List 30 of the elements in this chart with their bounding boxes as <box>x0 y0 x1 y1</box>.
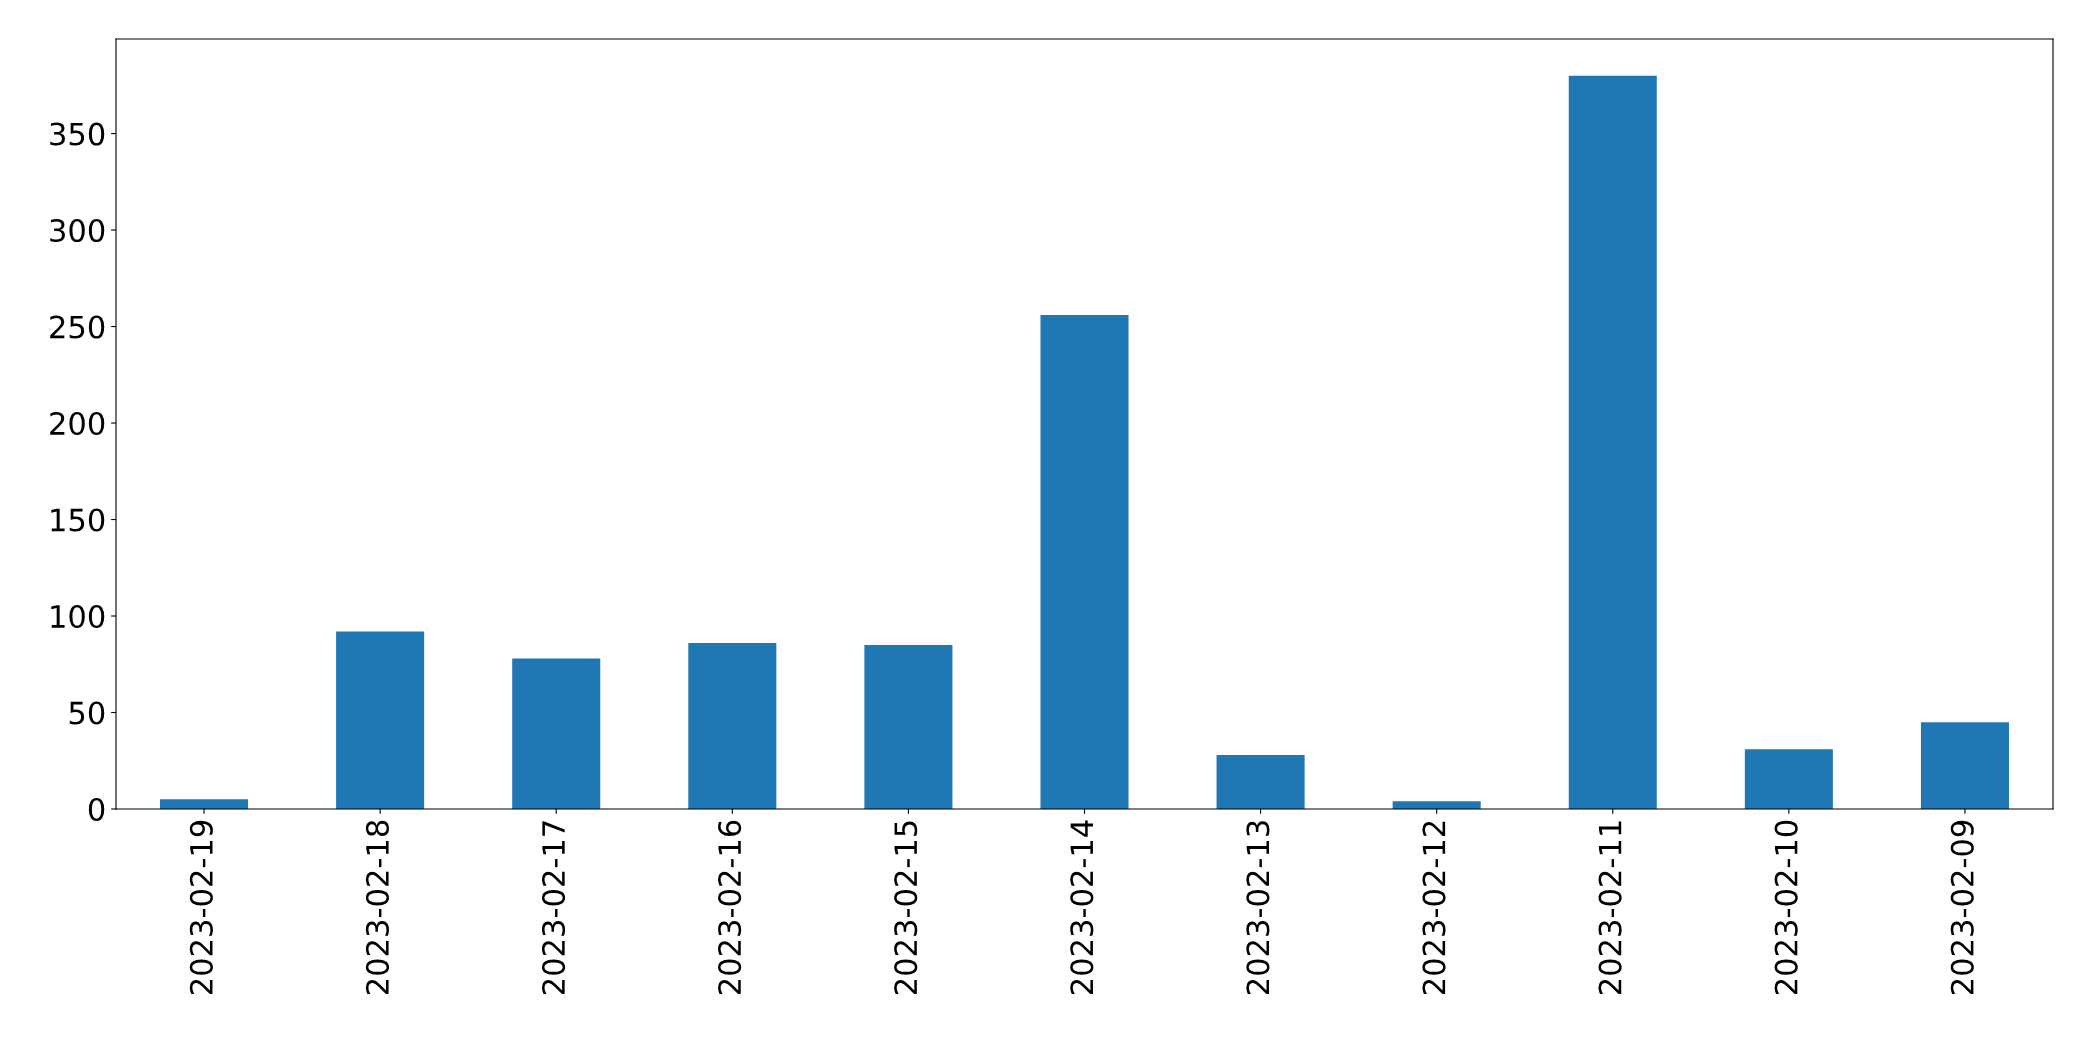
y-tick-label: 250 <box>50 315 105 339</box>
y-tick-label: 50 <box>69 701 105 725</box>
x-tick-label: 2023-02-16 <box>718 820 742 995</box>
x-tick-label: 2023-02-09 <box>1950 820 1974 995</box>
y-tick-label: 150 <box>51 508 105 532</box>
bar <box>864 644 953 809</box>
y-tick-label: 0 <box>88 797 105 822</box>
x-tick-label: 2023-02-15 <box>894 821 918 995</box>
y-tick-label: 200 <box>50 411 105 436</box>
x-tick-label: 2023-02-19 <box>189 820 213 995</box>
bar <box>1216 754 1305 809</box>
bar <box>1568 75 1657 809</box>
bar <box>688 643 777 809</box>
y-tick-label: 100 <box>51 604 105 629</box>
x-tick-label: 2023-02-12 <box>1422 821 1446 995</box>
x-tick-label: 2023-02-10 <box>1774 820 1798 995</box>
bar <box>160 799 249 809</box>
bar <box>512 658 601 809</box>
x-tick-label: 2023-02-18 <box>365 820 389 995</box>
bar <box>1920 722 2009 809</box>
y-tick-label: 350 <box>50 122 105 146</box>
bar <box>1040 314 1129 809</box>
bar <box>1744 749 1833 809</box>
bar <box>336 631 425 809</box>
x-tick-label: 2023-02-17 <box>541 821 566 995</box>
x-tick-label: 2023-02-11 <box>1598 821 1622 995</box>
y-tick-label: 300 <box>50 218 105 243</box>
x-tick-label: 2023-02-13 <box>1246 821 1270 995</box>
bar <box>1392 801 1481 809</box>
x-tick-label: 2023-02-14 <box>1070 820 1094 995</box>
